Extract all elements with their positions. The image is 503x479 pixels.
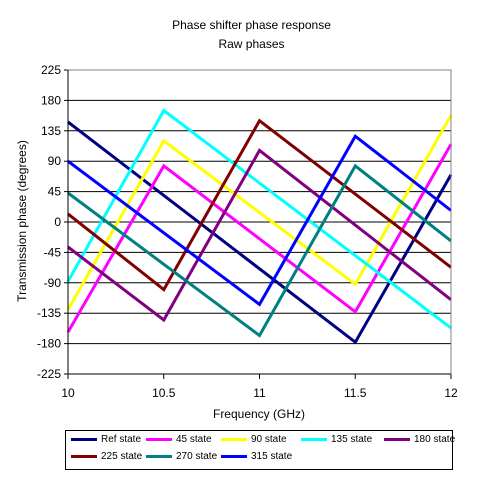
legend-label: 180 state	[414, 434, 456, 445]
series-line-135-state	[66, 108, 452, 330]
y-tick-label: 225	[41, 63, 61, 77]
y-tick-label: -180	[37, 337, 61, 351]
legend-swatch	[301, 437, 327, 441]
series-lines	[66, 108, 453, 345]
y-tick-label: -135	[37, 306, 61, 320]
series-line-270-state	[67, 163, 452, 338]
y-tick-label: 45	[48, 185, 62, 199]
legend-label: 45 state	[176, 434, 212, 445]
legend-item: 135 state	[301, 433, 372, 447]
legend-item: 315 state	[221, 450, 292, 464]
legend-swatch	[221, 454, 247, 458]
legend-label: 90 state	[251, 434, 287, 445]
legend-item: 270 state	[146, 450, 217, 464]
series-line-45-state	[66, 143, 453, 333]
y-tick-label: -225	[37, 367, 61, 381]
legend-item: 45 state	[146, 433, 212, 447]
y-tick-label: 135	[41, 124, 61, 138]
legend-swatch	[71, 454, 97, 458]
legend-label: 315 state	[251, 451, 293, 462]
legend-swatch	[384, 437, 410, 441]
y-tick-label: 0	[54, 215, 61, 229]
y-tick-label: 90	[48, 154, 62, 168]
series-line-ref-state	[67, 120, 453, 345]
series-line-90-state	[66, 114, 453, 311]
legend-item: Ref state	[71, 433, 141, 447]
legend-item: 225 state	[71, 450, 142, 464]
legend-item: 90 state	[221, 433, 287, 447]
chart-subtitle: Raw phases	[218, 37, 285, 51]
legend-label: 270 state	[176, 451, 218, 462]
y-tick-labels: 225 180 135 90 45 0 -45 -90 -135 -180 -225	[37, 63, 61, 381]
legend-label: 135 state	[331, 434, 373, 445]
legend-label: 225 state	[101, 451, 143, 462]
legend: Ref state 45 state 90 state 135 state 180 st…	[65, 430, 455, 470]
legend-label: Ref state	[101, 434, 142, 445]
x-axis-label: Frequency (GHz)	[213, 407, 305, 421]
legend-swatch	[71, 437, 97, 441]
legend-item: 180 state	[384, 433, 455, 447]
y-tick-label: 180	[41, 93, 61, 107]
y-tick-label: -90	[44, 276, 62, 290]
series-line-225-state	[67, 118, 452, 292]
legend-swatch	[221, 437, 247, 441]
x-tick-label: 10	[61, 386, 75, 400]
x-tick-label: 11	[253, 386, 266, 400]
legend-swatch	[146, 454, 172, 458]
series-line-315-state	[67, 133, 452, 307]
x-tick-labels: 10 10.5 11 11.5 12	[61, 386, 458, 400]
y-tick-label: -45	[44, 245, 62, 259]
x-tick-label: 12	[444, 386, 458, 400]
chart-title: Phase shifter phase response	[172, 18, 331, 32]
series-line-180-state	[67, 148, 452, 323]
y-axis-label: Transmission phase (degrees)	[15, 140, 29, 302]
plot-frame	[64, 69, 452, 379]
x-tick-label: 11.5	[344, 386, 367, 400]
legend-swatch	[146, 437, 172, 441]
x-tick-label: 10.5	[152, 386, 176, 400]
